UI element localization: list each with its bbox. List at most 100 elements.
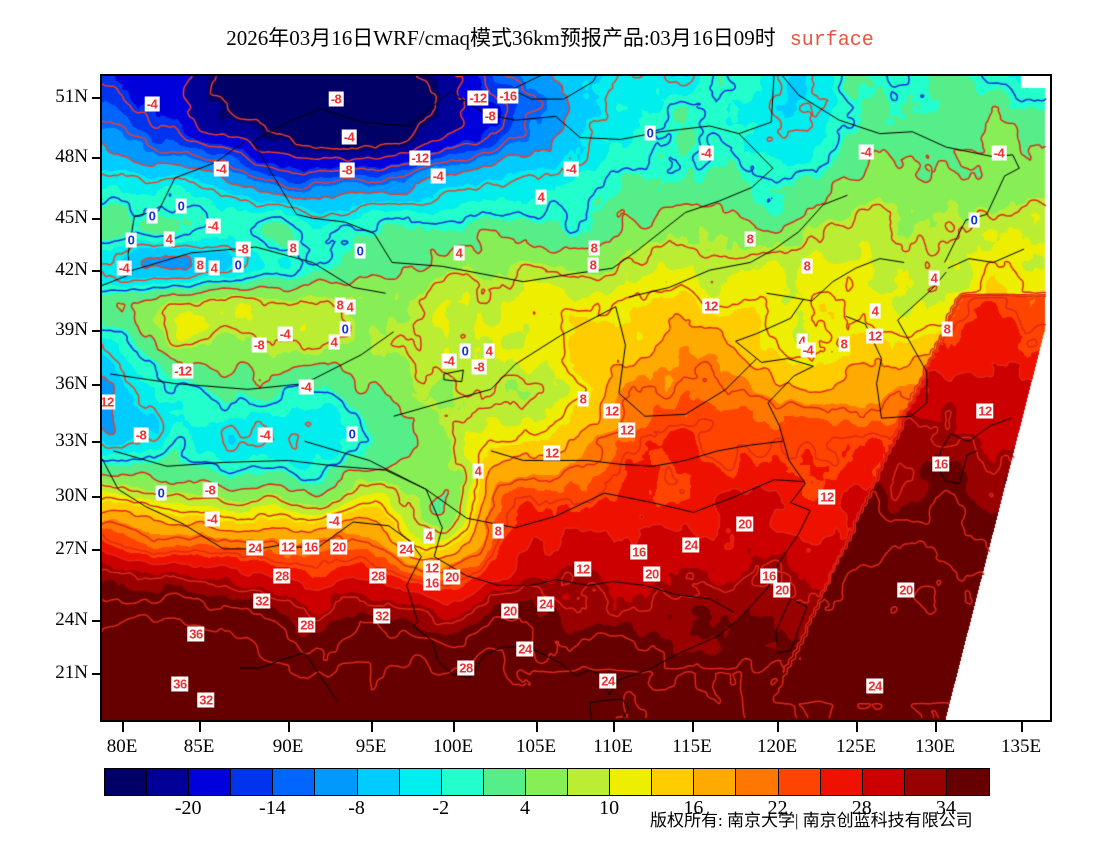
latitude-tick-label: 48N [55, 146, 88, 167]
contour-label: -8 [251, 337, 267, 353]
contour-label: -4 [213, 161, 229, 177]
contour-label: 0 [644, 125, 656, 141]
longitude-tick [371, 722, 373, 732]
latitude-tick-label: 36N [55, 373, 88, 394]
longitude-tick-label: 95E [355, 736, 387, 757]
contour-label: 8 [838, 336, 850, 352]
contour-label: 24 [516, 641, 534, 657]
contour-label: 12 [100, 394, 116, 410]
longitude-tick [536, 722, 538, 732]
contour-label: 32 [197, 692, 215, 708]
contour-label: 8 [941, 321, 953, 337]
contour-label: 12 [279, 539, 297, 555]
contour-label: 8 [577, 391, 589, 407]
contour-label: 32 [373, 608, 391, 624]
contour-label: -8 [202, 482, 218, 498]
longitude-tick-label: 135E [1000, 736, 1042, 757]
contour-label: 24 [537, 596, 555, 612]
contour-label: 4 [423, 528, 435, 544]
page-title: 2026年03月16日WRF/cmaq模式36km预报产品:03月16日09时 s… [0, 22, 1100, 52]
contour-label: 20 [501, 603, 519, 619]
contour-label: -4 [991, 145, 1007, 161]
colorbar-segment [946, 769, 989, 795]
longitude-tick [199, 722, 201, 732]
contour-label: -8 [328, 91, 344, 107]
page-title-level: surface [789, 29, 874, 52]
colorbar-segment [231, 769, 274, 795]
contour-label: 0 [968, 212, 980, 228]
longitude-tick-label: 90E [272, 736, 304, 757]
contour-label: 0 [155, 485, 167, 501]
colorbar-tick-label: 28 [851, 797, 872, 819]
latitude-tick-label: 42N [55, 259, 88, 280]
colorbar-tick-label: -2 [432, 797, 450, 819]
longitude-tick-label: 115E [672, 736, 712, 757]
contour-label: 0 [339, 321, 351, 337]
latitude-tick [92, 496, 102, 498]
longitude-tick [692, 722, 694, 732]
longitude-tick-label: 80E [106, 736, 138, 757]
colorbar-segment [652, 769, 695, 795]
contour-label: -8 [339, 162, 355, 178]
contour-label: 24 [397, 541, 415, 557]
contour-label: 28 [298, 617, 316, 633]
colorbar-segment [862, 769, 905, 795]
contour-label: -8 [482, 108, 498, 124]
contour-label: 12 [702, 298, 720, 314]
latitude-tick [92, 97, 102, 99]
contour-label: -4 [800, 342, 816, 358]
contour-label: 4 [344, 299, 356, 315]
longitude-tick-label: 130E [914, 736, 956, 757]
contour-label: 12 [574, 561, 592, 577]
contour-label: 16 [302, 539, 320, 555]
contour-label: 24 [246, 540, 264, 556]
map-plot-area[interactable]: -4 -8 -12 -16 -8 0 -4 -4 -4 -12 -4 -8 -4 -4 -4 4 0 -4 0 0 0 4… [100, 74, 1052, 722]
contour-label: -4 [257, 427, 273, 443]
contour-label: -12 [172, 363, 194, 379]
colorbar-segment [820, 769, 863, 795]
longitude-tick [288, 722, 290, 732]
contour-label: 12 [618, 422, 636, 438]
colorbar-tick-label: -14 [259, 797, 286, 819]
contour-label: 36 [171, 676, 189, 692]
contour-label: -4 [341, 129, 357, 145]
contour-label: 4 [535, 189, 547, 205]
contour-label: 20 [443, 569, 461, 585]
contour-label: 8 [801, 258, 813, 274]
contour-label: -4 [326, 513, 342, 529]
longitude-tick [613, 722, 615, 732]
contour-label: 20 [330, 539, 348, 555]
longitude-tick-label: 120E [756, 736, 798, 757]
contour-label: 12 [423, 560, 441, 576]
contour-label: -4 [298, 379, 314, 395]
contour-label: 0 [146, 208, 158, 224]
colorbar-segment [357, 769, 400, 795]
contour-label: 20 [736, 516, 754, 532]
temperature-heatmap-canvas [102, 76, 1050, 720]
contour-label: 4 [796, 333, 808, 349]
latitude-tick [92, 270, 102, 272]
longitude-tick [453, 722, 455, 732]
longitude-tick [1021, 722, 1023, 732]
colorbar-tick-label: -8 [348, 797, 365, 819]
contour-label: -16 [497, 88, 519, 104]
contour-label: 8 [287, 240, 299, 256]
contour-label: 12 [603, 403, 621, 419]
latitude-tick-label: 27N [55, 538, 88, 559]
colorbar[interactable] [104, 768, 990, 796]
latitude-tick [92, 441, 102, 443]
colorbar-tick-label: 4 [519, 797, 530, 819]
contour-label: 16 [932, 456, 950, 472]
contour-label: 16 [423, 575, 441, 591]
contour-label: 0 [459, 343, 471, 359]
contour-label: 4 [869, 303, 881, 319]
latitude-tick [92, 549, 102, 551]
latitude-tick [92, 330, 102, 332]
contour-label: -8 [471, 359, 487, 375]
colorbar-segment [315, 769, 358, 795]
contour-label: -4 [204, 511, 220, 527]
colorbar-segment [189, 769, 232, 795]
contour-label: 0 [232, 257, 244, 273]
colorbar-tick-label: 22 [767, 797, 788, 819]
contour-label: -4 [430, 168, 446, 184]
